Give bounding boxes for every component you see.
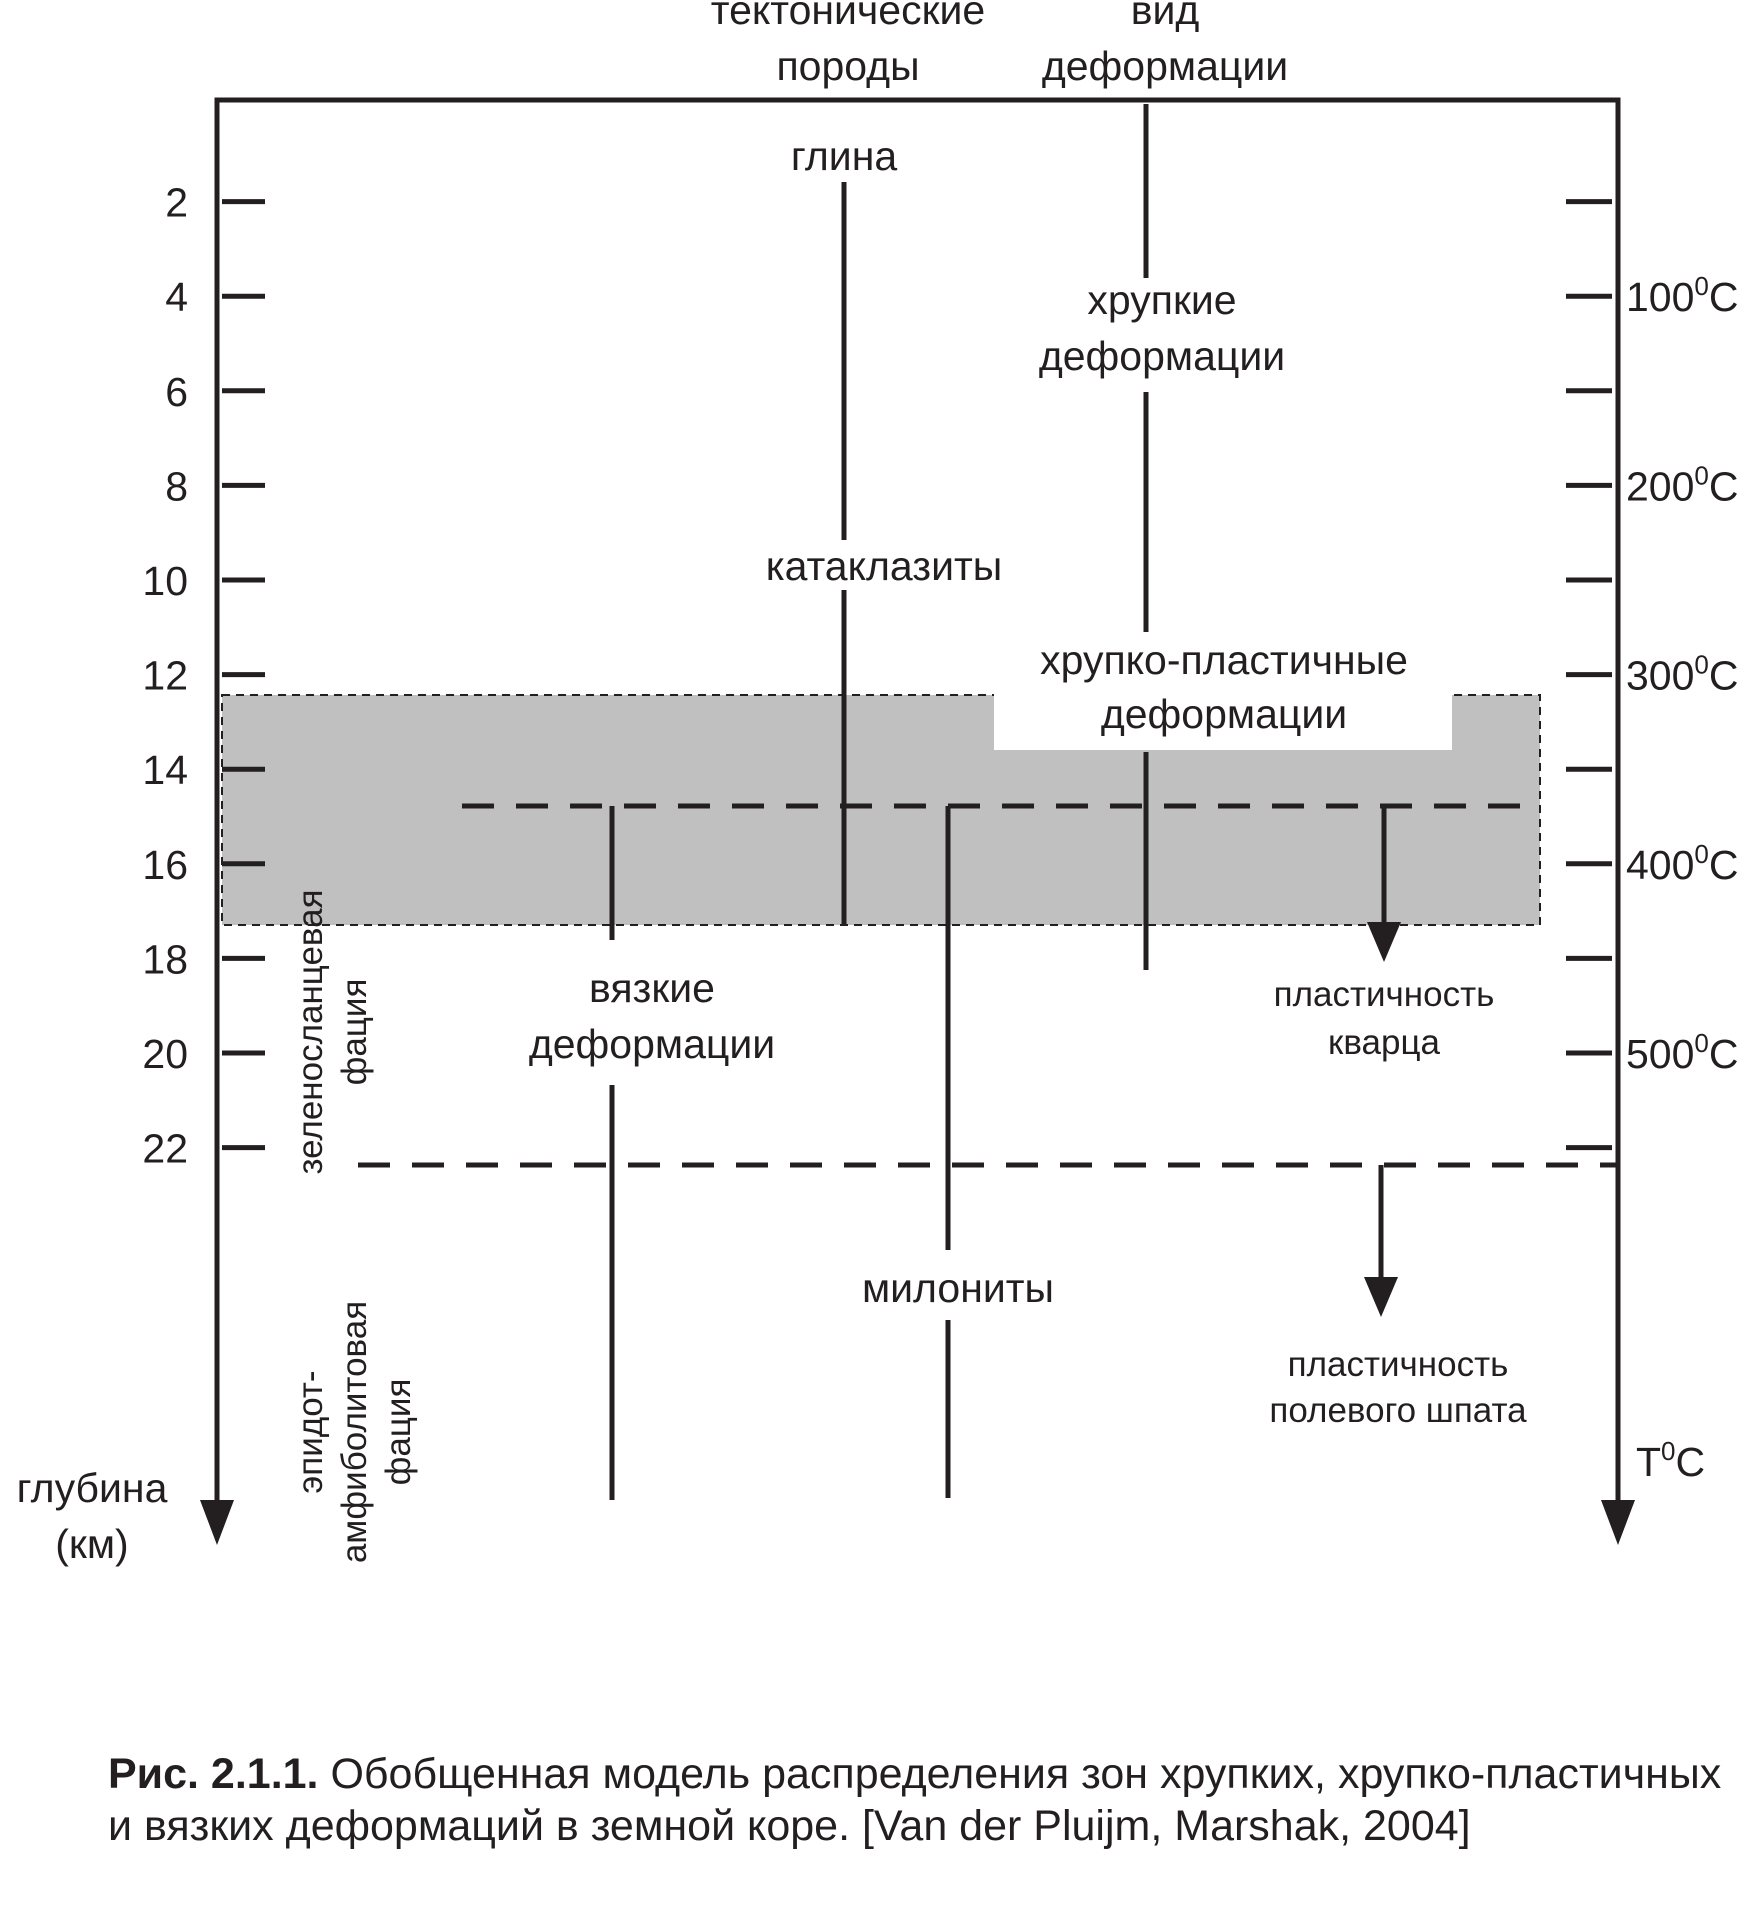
brittle-label-line1: хрупкие (1087, 277, 1236, 323)
temperature-value: 200 (1626, 463, 1694, 509)
brittle-label-line2: деформации (1039, 333, 1285, 379)
brittle-ductile-label-line1: хрупко-пластичные (1040, 637, 1408, 683)
temperature-degree: 0 (1694, 460, 1708, 490)
depth-tick-label: 16 (142, 842, 188, 888)
rocks-header-line2: породы (776, 43, 919, 89)
depth-ticks: 2 4 6 8 10 12 14 16 18 20 22 (142, 180, 265, 1172)
temperature-degree: 0 (1694, 1028, 1708, 1058)
depth-tick-label: 4 (165, 274, 188, 320)
epidote-label-line1: эпидот- (291, 1370, 330, 1493)
cataclasites-label: катаклазиты (766, 543, 1002, 589)
diagram-frame (214, 97, 1621, 1500)
rocks-header-line1: тектонические (711, 0, 986, 33)
temperature-unit: C (1709, 653, 1739, 699)
feldspar-label-line2: полевого шпата (1269, 1391, 1527, 1430)
epidote-label-line2: амфиболитовая (335, 1301, 374, 1563)
viscous-label-line2: деформации (529, 1021, 775, 1067)
depth-tick-label: 22 (142, 1126, 188, 1172)
temperature-unit: C (1709, 463, 1739, 509)
temperature-degree: 0 (1694, 839, 1708, 869)
depth-tick-label: 2 (165, 180, 188, 226)
caption-label: Рис. 2.1.1. (108, 1750, 319, 1798)
depth-tick-label: 6 (165, 369, 188, 415)
depth-tick-label: 20 (142, 1031, 188, 1077)
temperature-axis-title-sup: 0 (1661, 1436, 1675, 1466)
feldspar-label-line1: пластичность (1288, 1345, 1509, 1384)
depth-tick-label: 8 (165, 463, 188, 509)
temperature-value: 100 (1626, 274, 1694, 320)
caption-text: Обобщенная модель распределения зон хруп… (108, 1750, 1722, 1850)
temperature-tick-label: 5000C (1626, 1028, 1739, 1077)
quartz-label-line1: пластичность (1274, 975, 1495, 1014)
depth-tick-label: 14 (142, 747, 188, 793)
temperature-axis-title-unit: C (1676, 1439, 1706, 1485)
temperature-tick-label: 1000C (1626, 271, 1739, 320)
figure-caption: Рис. 2.1.1. Обобщенная модель распределе… (108, 1748, 1728, 1852)
quartz-label-line2: кварца (1328, 1023, 1440, 1062)
feldspar-arrow-head (1364, 1277, 1398, 1317)
temperature-axis-title: T0C (1636, 1436, 1705, 1485)
depth-axis-title-line2: (км) (55, 1521, 128, 1567)
temperature-unit: C (1709, 274, 1739, 320)
temperature-unit: C (1709, 842, 1739, 888)
depth-axis-arrow (200, 1500, 234, 1545)
depth-tick-label: 10 (142, 558, 188, 604)
temperature-axis-title-base: T (1636, 1439, 1661, 1485)
temperature-tick-label: 3000C (1626, 650, 1739, 699)
greenschist-label-line2: фация (335, 979, 374, 1086)
epidote-label-line3: фация (379, 1379, 418, 1486)
brittle-ductile-label-bg (994, 690, 1452, 750)
mylonites-label: милониты (862, 1265, 1054, 1311)
temperature-degree: 0 (1694, 271, 1708, 301)
temperature-value: 400 (1626, 842, 1694, 888)
temperature-degree: 0 (1694, 650, 1708, 680)
viscous-label-line1: вязкие (589, 965, 715, 1011)
greenschist-label-line1: зеленосланцевая (291, 889, 330, 1174)
temperature-axis-arrow (1601, 1500, 1635, 1545)
brittle-ductile-label-line2: деформации (1101, 691, 1347, 737)
depth-tick-label: 18 (142, 936, 188, 982)
clay-label: глина (791, 133, 898, 179)
depth-tick-label: 12 (142, 653, 188, 699)
temperature-value: 500 (1626, 1031, 1694, 1077)
temperature-unit: C (1709, 1031, 1739, 1077)
temperature-value: 300 (1626, 653, 1694, 699)
quartz-arrow-head (1367, 922, 1401, 962)
temperature-tick-label: 4000C (1626, 839, 1739, 888)
deformation-header-line1: вид (1131, 0, 1200, 33)
deformation-header-line2: деформации (1042, 43, 1288, 89)
depth-axis-title-line1: глубина (17, 1465, 168, 1511)
temperature-tick-label: 2000C (1626, 460, 1739, 509)
